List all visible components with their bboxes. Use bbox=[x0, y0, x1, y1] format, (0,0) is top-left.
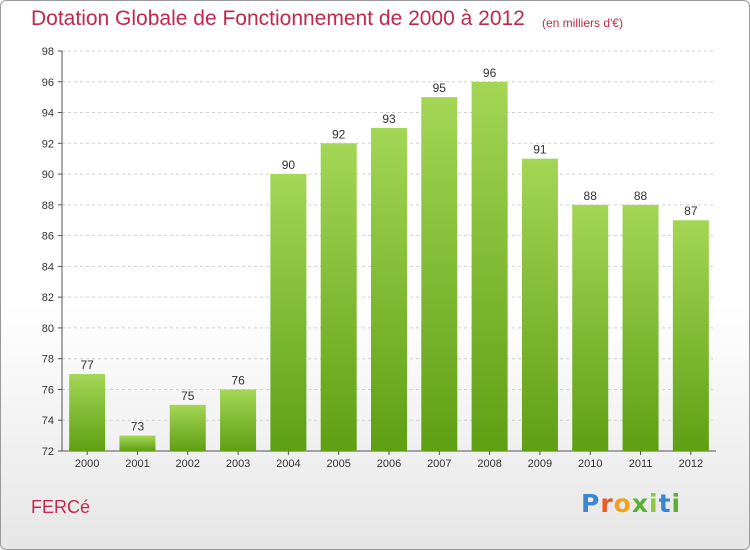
x-tick-label: 2009 bbox=[528, 458, 552, 470]
chart-unit: (en milliers d'€) bbox=[542, 16, 623, 30]
data-label: 88 bbox=[584, 189, 598, 203]
data-label: 93 bbox=[382, 112, 396, 126]
bar bbox=[622, 204, 659, 451]
x-tick-label: 2002 bbox=[176, 458, 200, 470]
y-tick-label: 72 bbox=[42, 446, 54, 458]
proxiti-logo: Proxiti bbox=[581, 489, 681, 518]
data-label: 77 bbox=[80, 358, 94, 372]
data-label: 88 bbox=[634, 189, 648, 203]
x-tick-label: 2001 bbox=[125, 458, 149, 470]
x-tick-label: 2006 bbox=[377, 458, 401, 470]
logo-letter: i bbox=[671, 489, 682, 518]
data-label: 92 bbox=[332, 127, 346, 141]
data-label: 91 bbox=[533, 143, 547, 157]
y-tick-label: 90 bbox=[42, 169, 54, 181]
logo-letter: x bbox=[631, 489, 649, 518]
y-tick-label: 88 bbox=[42, 200, 54, 212]
x-tick-label: 2011 bbox=[629, 458, 653, 470]
bar bbox=[421, 97, 458, 452]
logo-letter: o bbox=[613, 489, 632, 518]
bar bbox=[320, 143, 357, 452]
bar bbox=[672, 220, 709, 451]
y-tick-label: 76 bbox=[42, 384, 54, 396]
commune-name: FERCé bbox=[31, 497, 91, 517]
x-tick-label: 2008 bbox=[477, 458, 501, 470]
logo-letter: t bbox=[658, 489, 672, 518]
bar bbox=[521, 158, 558, 451]
bar bbox=[169, 404, 206, 451]
x-tick-label: 2004 bbox=[276, 458, 300, 470]
data-label: 95 bbox=[433, 81, 447, 95]
x-tick-label: 2010 bbox=[578, 458, 602, 470]
bar bbox=[371, 127, 407, 451]
bar bbox=[572, 204, 609, 451]
logo-letter: i bbox=[649, 489, 659, 518]
bar bbox=[471, 81, 508, 452]
y-tick-label: 78 bbox=[42, 354, 54, 366]
data-label: 75 bbox=[181, 389, 195, 403]
bar bbox=[119, 435, 156, 451]
bar bbox=[69, 374, 106, 451]
bar bbox=[220, 389, 257, 451]
x-tick-label: 2012 bbox=[679, 458, 703, 470]
y-tick-label: 96 bbox=[42, 77, 54, 89]
data-label: 96 bbox=[483, 66, 497, 80]
y-tick-label: 82 bbox=[42, 292, 54, 304]
y-tick-label: 74 bbox=[42, 415, 54, 427]
x-tick-label: 2003 bbox=[226, 458, 250, 470]
chart-title: Dotation Globale de Fonctionnement de 20… bbox=[31, 7, 525, 30]
data-label: 76 bbox=[231, 373, 245, 387]
y-tick-label: 84 bbox=[42, 261, 54, 273]
y-tick-label: 98 bbox=[42, 46, 54, 58]
x-tick-label: 2007 bbox=[427, 458, 451, 470]
data-label: 73 bbox=[131, 420, 145, 434]
data-label: 87 bbox=[684, 204, 698, 218]
data-label: 90 bbox=[282, 158, 296, 172]
x-tick-label: 2005 bbox=[326, 458, 350, 470]
logo-letter: r bbox=[600, 489, 614, 518]
y-tick-label: 94 bbox=[42, 108, 54, 120]
y-tick-label: 86 bbox=[42, 231, 54, 243]
logo-letter: P bbox=[581, 489, 601, 518]
x-tick-label: 2000 bbox=[75, 458, 99, 470]
y-tick-label: 80 bbox=[42, 323, 54, 335]
bar bbox=[270, 174, 307, 452]
y-tick-label: 92 bbox=[42, 138, 54, 150]
